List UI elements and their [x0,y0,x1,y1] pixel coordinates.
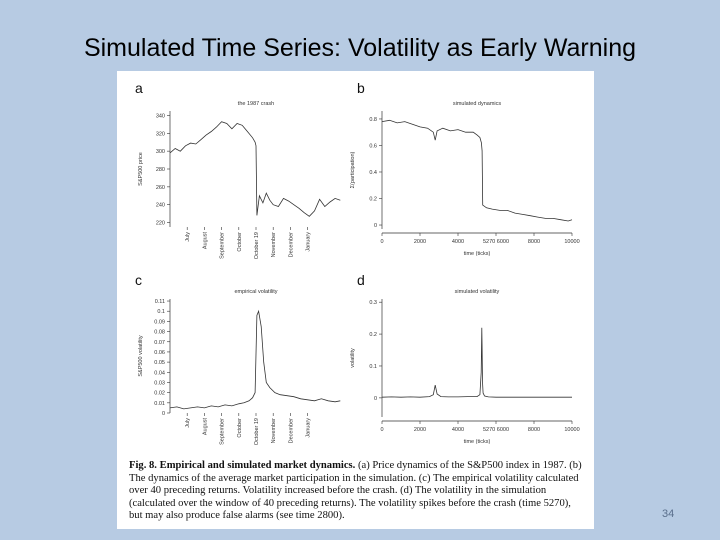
y-tick-label: 0.1 [369,364,377,370]
x-tick-label: 8000 [528,239,540,245]
x-tick-label: September [220,418,226,445]
y-tick-label: 0.09 [154,319,165,325]
chart-title: simulated dynamics [453,101,502,107]
panel-letter: a [135,80,143,96]
panel-letter: c [135,272,142,288]
panel-d: d simulated volatility 0 0.1 0.2 0.3 volatilit… [350,272,580,445]
x-tick-label: July [185,232,191,242]
y-tick-label: 0.06 [154,350,165,356]
y-tick-label: 0.02 [154,391,165,397]
x-tick-label: October 19 [254,232,260,259]
y-axis-label: S&P500 price [138,152,144,186]
x-tick-label: 0 [380,239,383,245]
y-tick-label: 0.04 [154,370,165,376]
y-tick-label: 0.11 [155,299,165,305]
chart-title: simulated volatility [455,289,500,295]
figure: a the 1987 crash 220 240 260 280 300 320 340 S&P5… [117,71,594,529]
slide-title: Simulated Time Series: Volatility as Ear… [83,34,637,62]
panel-a: a the 1987 crash 220 240 260 280 300 320 340 S&P5… [135,80,341,259]
x-tick-label: 2000 [414,427,426,433]
x-tick-label: 4000 [452,239,464,245]
series-line [169,121,341,217]
x-tick-label: 5270 6000 [483,427,509,433]
y-tick-label: 0.1 [157,309,165,315]
x-tick-label: 5270 6000 [483,239,509,245]
page-number: 34 [662,508,675,520]
panel-c: c empirical volatility 0 0.01 0.02 0.03 0.04 0.… [135,272,341,445]
x-tick-label: 4000 [452,427,464,433]
x-tick-label: August [202,232,208,250]
x-tick-label: 8000 [528,427,540,433]
y-tick-label: 0.08 [154,330,165,336]
y-tick-label: 0.07 [154,340,165,346]
x-tick-label: 2000 [414,239,426,245]
y-tick-label: 0.03 [154,380,165,386]
panel-b: b simulated dynamics 0 0.2 0.4 0.6 0.8 Σ(partic… [350,80,580,257]
panel-letter: d [357,272,365,288]
x-tick-label: January [306,418,312,438]
y-tick-label: 0 [374,396,377,402]
y-tick-label: 0 [162,411,165,417]
y-tick-label: 0.2 [369,332,377,338]
y-tick-label: 260 [156,185,165,191]
chart-title: the 1987 crash [238,101,274,107]
series-line [381,119,573,222]
figure-caption: Fig. 8. Empirical and simulated market d… [129,460,587,523]
x-tick-label: October 19 [254,418,260,445]
x-axis-label: time (ticks) [464,439,491,445]
x-tick-label: 10000 [564,239,579,245]
series-line [381,327,572,398]
y-tick-label: 300 [156,149,165,155]
y-tick-label: 0.6 [369,143,377,149]
x-axis-label: time (ticks) [464,251,491,257]
x-tick-label: December [288,418,294,444]
caption-text: (a) Price dynamics of the S&P500 index i… [129,460,582,522]
x-tick-label: July [185,418,191,428]
y-axis-label: Σ(participation) [350,151,356,188]
y-tick-label: 0.4 [369,170,377,176]
y-tick-label: 0 [374,223,377,229]
panel-letter: b [357,80,365,96]
figure-plots: a the 1987 crash 220 240 260 280 300 320 340 S&P5… [135,80,580,445]
y-tick-label: 280 [156,167,165,173]
chart-title: empirical volatility [234,289,277,295]
y-tick-label: 340 [156,113,165,119]
x-tick-label: October [237,418,243,438]
series-line [169,309,341,410]
y-tick-label: 0.8 [369,117,377,123]
y-tick-label: 0.05 [154,360,165,366]
x-tick-label: November [271,232,277,258]
y-tick-label: 220 [156,221,165,227]
y-tick-label: 0.01 [154,401,165,407]
caption-label: Fig. 8. [129,460,157,471]
x-tick-label: December [288,232,294,258]
y-tick-label: 0.2 [369,197,377,203]
x-tick-label: 0 [380,427,383,433]
y-axis-label: S&P500 volatility [138,335,144,377]
x-tick-label: October [237,232,243,252]
x-tick-label: August [202,418,208,436]
x-tick-label: November [271,418,277,444]
x-tick-label: 10000 [564,427,579,433]
y-axis-label: volatility [350,348,356,368]
x-tick-label: September [220,232,226,259]
x-tick-label: January [306,232,312,252]
y-tick-label: 0.3 [369,300,377,306]
y-tick-label: 320 [156,131,165,137]
y-tick-label: 240 [156,203,165,209]
caption-heading: Empirical and simulated market dynamics. [159,460,356,471]
